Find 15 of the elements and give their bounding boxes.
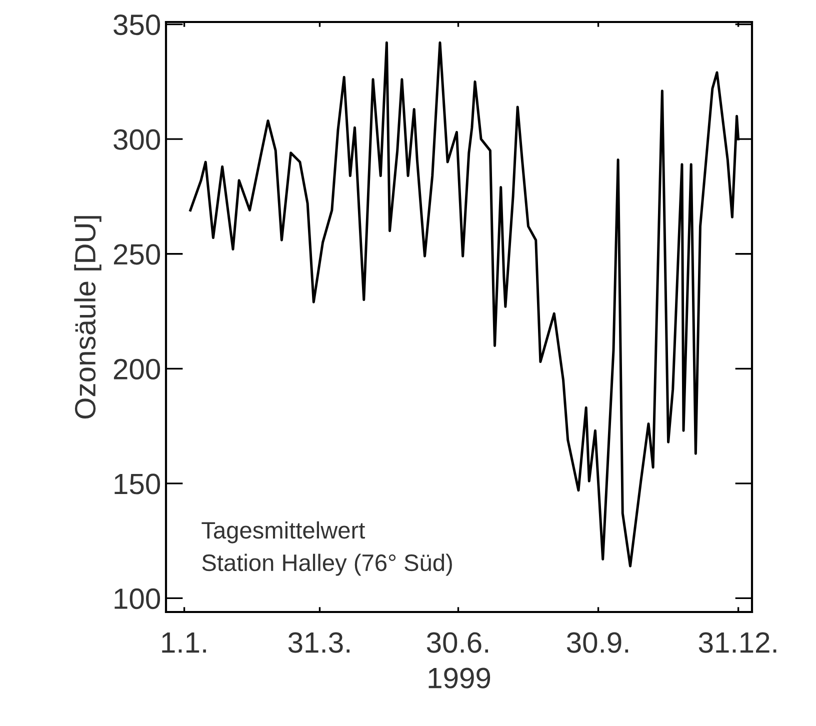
- x-tick-label: 31.3.: [288, 632, 350, 653]
- y-tick-label: 200: [114, 358, 160, 380]
- y-tick-label: 300: [114, 129, 160, 150]
- x-tick-label: 30.6.: [426, 632, 488, 653]
- y-tick-label: 100: [114, 588, 160, 610]
- y-axis-title: Ozonsäule [DU]: [74, 216, 102, 419]
- y-tick-label: 150: [114, 474, 160, 494]
- x-tick-label: 30.9.: [566, 632, 628, 653]
- x-tick-label: 31.12.: [698, 632, 776, 653]
- annotation: Station Halley (76° Süd): [202, 554, 452, 576]
- y-tick-label: 250: [114, 244, 160, 265]
- x-axis-title: 1999: [428, 668, 490, 688]
- x-tick-label: 1.1.: [162, 632, 206, 653]
- annotation: Tagesmittelwert: [202, 521, 365, 544]
- y-tick-label: 350: [114, 14, 160, 36]
